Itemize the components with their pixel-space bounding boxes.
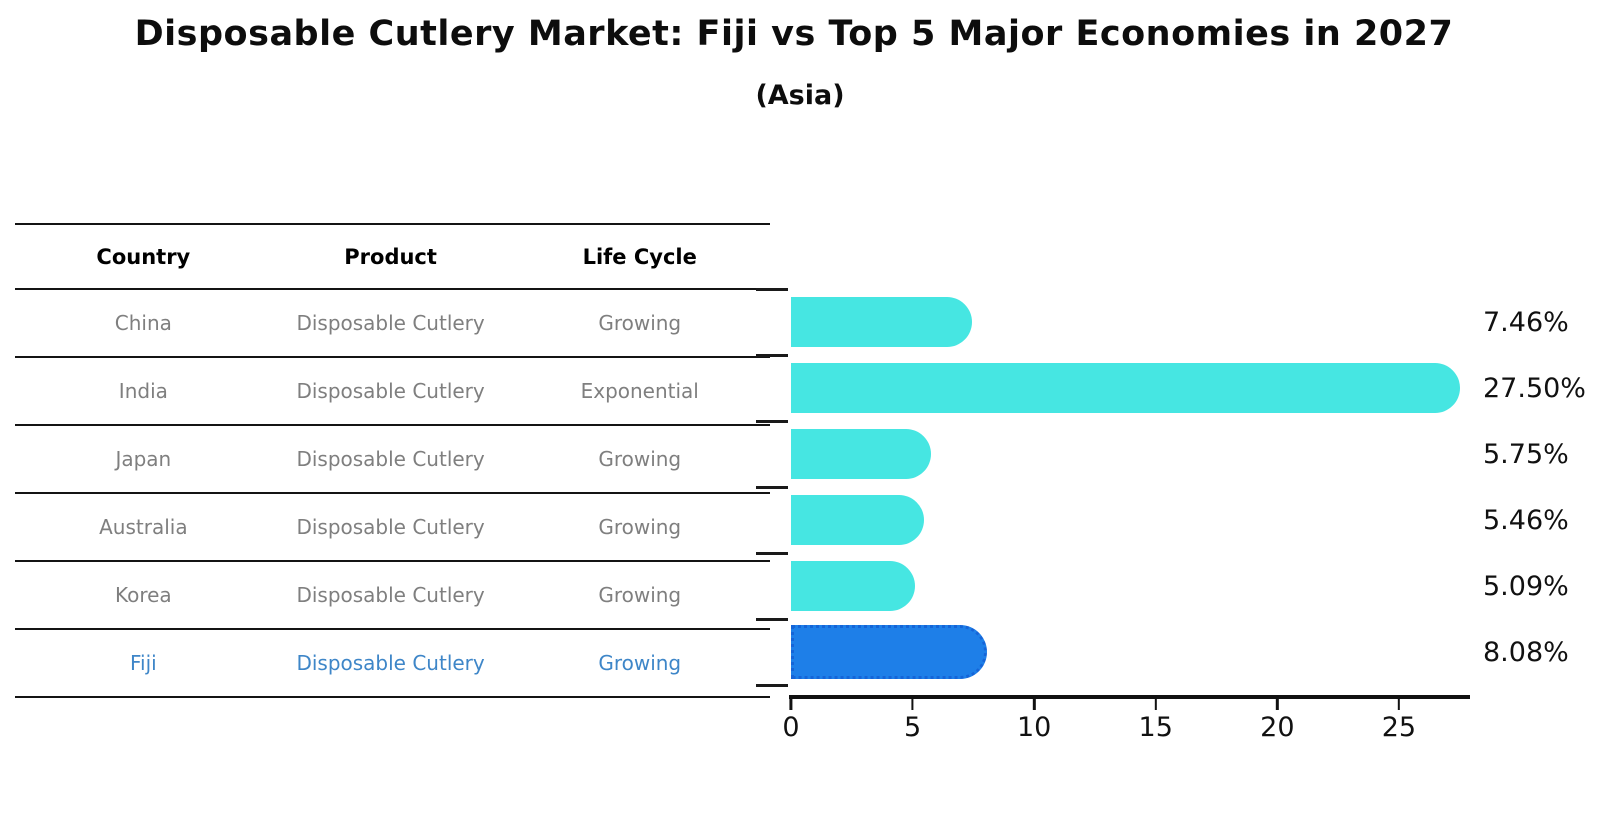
value-label-japan: 5.75% <box>1483 438 1569 470</box>
bar-row <box>791 289 1467 355</box>
x-tick-mark <box>789 698 793 710</box>
table-row-fiji: Fiji Disposable Cutlery Growing <box>15 630 770 698</box>
life-cycle-cell: Growing <box>598 515 682 539</box>
table-header-row: Country Product Life Cycle <box>15 223 770 290</box>
country-table: Country Product Life Cycle China Disposa… <box>15 223 770 698</box>
column-header-country: Country <box>96 244 191 269</box>
x-tick-label: 15 <box>1138 712 1173 743</box>
country-cell: Korea <box>114 583 172 607</box>
life-cycle-cell: Growing <box>598 651 682 675</box>
table-row-china: China Disposable Cutlery Growing <box>15 290 770 358</box>
country-cell: Fiji <box>129 651 157 675</box>
x-tick-label: 20 <box>1260 712 1295 743</box>
bar-row <box>791 619 1467 685</box>
column-header-product: Product <box>344 244 437 269</box>
y-tick <box>756 618 788 621</box>
x-tick-mark <box>1032 698 1036 710</box>
y-tick <box>756 354 788 357</box>
chart-title: Disposable Cutlery Market: Fiji vs Top 5… <box>134 14 1454 54</box>
country-cell: China <box>114 311 172 335</box>
bar-china <box>791 297 973 347</box>
table-row-australia: Australia Disposable Cutlery Growing <box>15 494 770 562</box>
x-axis-ticks: 0 5 10 15 20 25 <box>782 698 1467 753</box>
product-cell: Disposable Cutlery <box>296 583 485 607</box>
life-cycle-cell: Growing <box>598 583 682 607</box>
x-tick-mark <box>911 698 914 710</box>
x-axis-line <box>789 695 1470 699</box>
bar-row <box>791 355 1467 421</box>
column-header-life-cycle: Life Cycle <box>582 244 697 269</box>
x-tick-mark <box>1154 698 1157 710</box>
x-tick-25: 25 <box>1382 698 1416 743</box>
bar-australia <box>791 495 924 545</box>
bar-plot-area <box>791 289 1467 685</box>
bar-india <box>791 363 1460 413</box>
bar-row <box>791 553 1467 619</box>
table-row-india: India Disposable Cutlery Exponential <box>15 358 770 426</box>
bar-japan <box>791 429 931 479</box>
x-tick-mark <box>1276 698 1279 710</box>
chart-subtitle: (Asia) <box>755 80 845 111</box>
product-cell: Disposable Cutlery <box>296 379 485 403</box>
value-label-fiji: 8.08% <box>1483 636 1569 668</box>
x-tick-mark <box>1397 698 1401 710</box>
y-tick <box>756 552 788 555</box>
value-label-china: 7.46% <box>1483 306 1569 338</box>
bar-fiji <box>791 625 988 679</box>
x-tick-label: 0 <box>782 712 800 743</box>
value-label-australia: 5.46% <box>1483 504 1569 536</box>
x-tick-5: 5 <box>904 698 921 743</box>
table-row-korea: Korea Disposable Cutlery Growing <box>15 562 770 630</box>
life-cycle-cell: Growing <box>598 311 682 335</box>
bar-row <box>791 487 1467 553</box>
country-cell: Japan <box>115 447 172 471</box>
country-cell: India <box>118 379 168 403</box>
product-cell: Disposable Cutlery <box>296 311 485 335</box>
bar-korea <box>791 561 915 611</box>
x-tick-10: 10 <box>1017 698 1051 743</box>
x-tick-0: 0 <box>782 698 800 743</box>
y-tick <box>756 420 788 423</box>
value-labels: 7.46% 27.50% 5.75% 5.46% 5.09% 8.08% <box>1483 289 1604 685</box>
value-label-korea: 5.09% <box>1483 570 1569 602</box>
bar-row <box>791 421 1467 487</box>
value-label-india: 27.50% <box>1483 372 1586 404</box>
x-tick-label: 10 <box>1016 712 1052 743</box>
product-cell: Disposable Cutlery <box>296 651 485 675</box>
y-tick <box>756 486 788 489</box>
x-tick-15: 15 <box>1139 698 1173 743</box>
life-cycle-cell: Growing <box>598 447 682 471</box>
life-cycle-cell: Exponential <box>580 379 699 403</box>
y-tick <box>756 288 788 291</box>
x-tick-20: 20 <box>1260 698 1295 743</box>
x-tick-label: 5 <box>903 712 922 743</box>
table-row-japan: Japan Disposable Cutlery Growing <box>15 426 770 494</box>
x-tick-label: 25 <box>1381 712 1417 743</box>
country-cell: Australia <box>99 515 188 539</box>
product-cell: Disposable Cutlery <box>296 447 485 471</box>
y-tick <box>756 684 788 687</box>
product-cell: Disposable Cutlery <box>296 515 485 539</box>
y-axis-ticks <box>756 288 788 688</box>
